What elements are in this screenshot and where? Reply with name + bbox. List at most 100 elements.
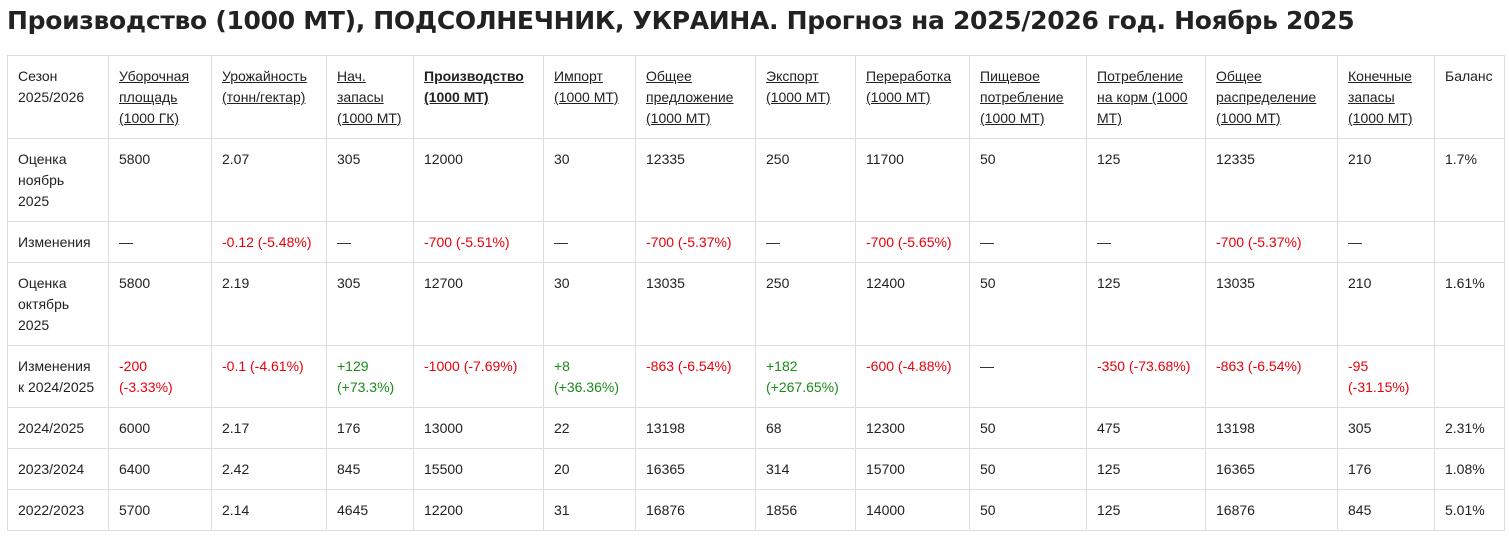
row-label-cell: Изменения к 2024/2025: [7, 345, 109, 408]
cell-value: 2.31%: [1445, 420, 1485, 436]
column-header[interactable]: Уборочная площадь (1000 ГК): [108, 55, 212, 139]
table-cell: 6000: [108, 407, 212, 449]
cell-value: -350 (-73.68%): [1097, 358, 1191, 374]
column-header-link[interactable]: Импорт (1000 МТ): [554, 68, 619, 105]
table-cell: 50: [969, 407, 1087, 449]
cell-value: 845: [337, 461, 361, 477]
column-header-link[interactable]: Нач. запасы (1000 МТ): [337, 68, 402, 126]
cell-value: —: [554, 234, 568, 250]
row-label-cell: Изменения: [7, 221, 109, 263]
column-header[interactable]: Потребление на корм (1000 МТ): [1086, 55, 1206, 139]
cell-value: 250: [766, 151, 790, 167]
column-header[interactable]: Производство (1000 МТ): [413, 55, 544, 139]
cell-value: —: [337, 234, 351, 250]
cell-value: 2.14: [222, 502, 250, 518]
column-header[interactable]: Экспорт (1000 МТ): [755, 55, 856, 139]
cell-value: 6000: [119, 420, 151, 436]
cell-value: 250: [766, 275, 790, 291]
column-header-link[interactable]: Урожайность (тонн/гектар): [222, 68, 307, 105]
table-cell: -863 (-6.54%): [1205, 345, 1338, 408]
table-cell: 12335: [635, 138, 756, 222]
table-cell: 4645: [326, 489, 414, 531]
cell-value: 16365: [646, 461, 685, 477]
table-cell: 475: [1086, 407, 1206, 449]
column-header-link[interactable]: Экспорт (1000 МТ): [766, 68, 831, 105]
cell-value: —: [980, 358, 994, 374]
cell-value: -700 (-5.37%): [1216, 234, 1302, 250]
table-cell: —: [1086, 221, 1206, 263]
table-cell: 12200: [413, 489, 544, 531]
table-cell: -700 (-5.51%): [413, 221, 544, 263]
cell-value: 125: [1097, 151, 1121, 167]
column-header-link[interactable]: Переработка (1000 МТ): [866, 68, 952, 105]
column-header[interactable]: Нач. запасы (1000 МТ): [326, 55, 414, 139]
cell-value: 50: [980, 275, 996, 291]
table-cell: 13035: [1205, 262, 1338, 346]
table-cell: 2.07: [211, 138, 327, 222]
column-header[interactable]: Урожайность (тонн/гектар): [211, 55, 327, 139]
table-cell: 11700: [855, 138, 970, 222]
cell-value: 4645: [337, 502, 369, 518]
cell-value: 13035: [1216, 275, 1255, 291]
table-cell: 125: [1086, 138, 1206, 222]
cell-value: 14000: [866, 502, 905, 518]
table-cell: -700 (-5.37%): [1205, 221, 1338, 263]
row-label-cell: Оценка октябрь 2025: [7, 262, 109, 346]
table-row: 2022/2023 5700 2.14 4645 12200 31 16876 1856 140…: [7, 489, 1505, 531]
cell-value: -200 (-3.33%): [119, 358, 173, 395]
cell-value: 31: [554, 502, 570, 518]
table-cell: -0.1 (-4.61%): [211, 345, 327, 408]
cell-value: -0.12 (-5.48%): [222, 234, 312, 250]
table-cell: 50: [969, 138, 1087, 222]
table-cell: —: [1337, 221, 1435, 263]
table-cell: —: [755, 221, 856, 263]
column-header-link[interactable]: Уборочная площадь (1000 ГК): [119, 68, 190, 126]
table-cell: 845: [1337, 489, 1435, 531]
table-cell: 12300: [855, 407, 970, 449]
table-cell: 12335: [1205, 138, 1338, 222]
table-cell: 845: [326, 448, 414, 490]
cell-value: 12700: [424, 275, 463, 291]
cell-value: -600 (-4.88%): [866, 358, 952, 374]
table-cell: —: [326, 221, 414, 263]
column-header-link[interactable]: Потребление на корм (1000 МТ): [1097, 68, 1188, 126]
table-cell: 210: [1337, 138, 1435, 222]
column-header[interactable]: Общее распределение (1000 МТ): [1205, 55, 1338, 139]
table-cell: 15500: [413, 448, 544, 490]
column-header-link[interactable]: Общее предложение (1000 МТ): [646, 68, 734, 126]
cell-value: 11700: [866, 151, 904, 167]
column-header[interactable]: Импорт (1000 МТ): [543, 55, 636, 139]
cell-value: 475: [1097, 420, 1121, 436]
column-header[interactable]: Переработка (1000 МТ): [855, 55, 970, 139]
cell-value: 210: [1348, 151, 1372, 167]
cell-value: 1.08%: [1445, 461, 1485, 477]
column-header[interactable]: Общее предложение (1000 МТ): [635, 55, 756, 139]
table-row: Оценка ноябрь 2025 5800 2.07 305 12000 30 1233…: [7, 138, 1505, 222]
cell-value: 20: [554, 461, 570, 477]
cell-value: 125: [1097, 502, 1121, 518]
table-cell: 305: [1337, 407, 1435, 449]
column-header[interactable]: Конечные запасы (1000 МТ): [1337, 55, 1435, 139]
cell-value: 845: [1348, 502, 1372, 518]
column-header-link[interactable]: Пищевое потребление (1000 МТ): [980, 68, 1064, 126]
column-header-link[interactable]: Конечные запасы (1000 МТ): [1348, 68, 1413, 126]
column-header-link[interactable]: Производство (1000 МТ): [424, 68, 524, 105]
table-cell: 5700: [108, 489, 212, 531]
cell-value: 6400: [119, 461, 151, 477]
cell-value: -0.1 (-4.61%): [222, 358, 304, 374]
table-cell: 176: [1337, 448, 1435, 490]
column-header: Баланс: [1434, 55, 1505, 139]
cell-value: 125: [1097, 461, 1121, 477]
cell-value: 210: [1348, 275, 1372, 291]
table-cell: +8 (+36.36%): [543, 345, 636, 408]
cell-value: 50: [980, 502, 996, 518]
column-header-link[interactable]: Общее распределение (1000 МТ): [1216, 68, 1317, 126]
cell-value: 1.61%: [1445, 275, 1485, 291]
column-header[interactable]: Пищевое потребление (1000 МТ): [969, 55, 1087, 139]
cell-value: 22: [554, 420, 570, 436]
cell-value: -95 (-31.15%): [1348, 358, 1410, 395]
table-cell: 16365: [1205, 448, 1338, 490]
table-cell: -700 (-5.37%): [635, 221, 756, 263]
row-label-cell: 2023/2024: [7, 448, 109, 490]
table-cell: 30: [543, 138, 636, 222]
